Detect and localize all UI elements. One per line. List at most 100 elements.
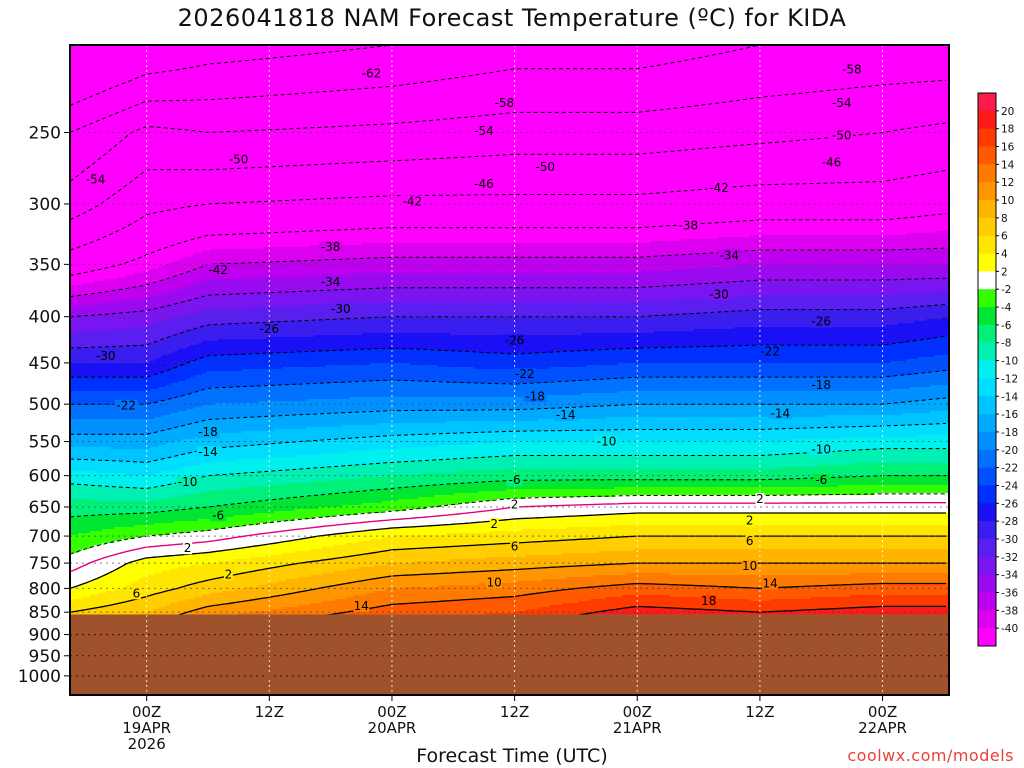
contour-label: -54 xyxy=(474,124,494,138)
y-tick-label: 600 xyxy=(29,467,61,487)
colorbar-swatch xyxy=(978,342,996,362)
colorbar-frame xyxy=(977,92,997,647)
y-tick-label: 800 xyxy=(29,579,61,599)
colorbar-label: 16 xyxy=(1001,142,1015,154)
contour-label: -30 xyxy=(331,302,351,316)
colorbar-swatch xyxy=(978,538,996,558)
x-tick-label: 21APR xyxy=(613,719,662,737)
contour-label: -26 xyxy=(260,322,280,336)
colorbar-label: -4 xyxy=(1001,302,1012,314)
colorbar-label: 8 xyxy=(1001,213,1008,225)
y-tick-label: 350 xyxy=(29,255,61,275)
x-tick-label: 12Z xyxy=(745,703,774,721)
colorbar-label: -18 xyxy=(1001,427,1018,439)
contour-line xyxy=(70,79,947,182)
y-tick-label: 450 xyxy=(29,354,61,374)
colorbar-swatch xyxy=(978,503,996,522)
contour-label: 2 xyxy=(184,541,192,555)
contour-line xyxy=(70,45,759,134)
x-tick-label: 00Z xyxy=(623,703,652,721)
contour-label: -6 xyxy=(509,473,521,487)
contour-label: -30 xyxy=(96,349,116,363)
contour-label: -42 xyxy=(709,181,729,195)
colorbar-label: -26 xyxy=(1001,498,1018,510)
contour-label: -14 xyxy=(556,408,576,422)
contour-label: -58 xyxy=(495,96,515,110)
contour-label: 6 xyxy=(133,586,141,600)
contour-label: 2 xyxy=(756,492,764,506)
colorbar-swatch xyxy=(978,628,996,647)
colorbar-swatch xyxy=(978,182,996,201)
colorbar-label: -22 xyxy=(1001,463,1018,475)
y-tick-label: 750 xyxy=(29,554,61,574)
contour-label: 2 xyxy=(225,567,233,581)
contour-line xyxy=(70,369,947,405)
colorbar-label: -32 xyxy=(1001,552,1018,564)
colorbar-swatch xyxy=(978,253,996,272)
colorbar-swatch xyxy=(978,592,996,611)
contour-label: -14 xyxy=(771,406,791,420)
contour-line xyxy=(70,535,946,613)
colorbar-swatch xyxy=(978,556,996,576)
x-tick-label: 22APR xyxy=(858,719,907,737)
colorbar-swatch xyxy=(978,414,996,433)
colorbar-swatch xyxy=(978,610,996,629)
x-tick-label: 00Z xyxy=(868,703,897,721)
contour-line xyxy=(70,335,947,378)
y-tick-label: 950 xyxy=(29,647,61,667)
colorbar-swatch xyxy=(978,574,996,593)
colorbar-label: 14 xyxy=(1001,159,1015,171)
contour-label: 2 xyxy=(511,498,519,512)
x-tick-label: 12Z xyxy=(255,703,284,721)
colorbar-swatch xyxy=(978,431,996,451)
contour-label: -50 xyxy=(535,160,555,174)
y-tick-label: 300 xyxy=(29,195,61,215)
colorbar-swatch xyxy=(978,521,996,540)
contour-label: -38 xyxy=(679,219,699,233)
colorbar-label: -8 xyxy=(1001,338,1011,350)
colorbar-label: -38 xyxy=(1001,605,1018,617)
contour-label: -18 xyxy=(811,378,831,392)
contour-label: -62 xyxy=(362,66,382,80)
colorbar-swatch xyxy=(978,378,996,397)
x-tick-label: 20APR xyxy=(368,719,417,737)
colorbar-swatch xyxy=(978,128,996,148)
y-tick-label: 650 xyxy=(29,498,61,518)
contour-label: -34 xyxy=(321,275,341,289)
x-tick-label: 12Z xyxy=(500,703,529,721)
colorbar-swatch xyxy=(978,485,996,504)
colorbar-swatch xyxy=(978,235,996,255)
contour-label: -18 xyxy=(525,389,545,403)
contour-label: -10 xyxy=(597,435,617,449)
contour-label: -38 xyxy=(321,240,341,254)
colorbar-label: 4 xyxy=(1001,249,1008,261)
y-tick-label: 250 xyxy=(29,123,61,143)
contour-label: -10 xyxy=(178,475,198,489)
contour-label: -34 xyxy=(719,248,739,262)
colorbar-swatch xyxy=(978,360,996,379)
contour-labels: -62-58-58-54-54-54-50-50-50-46-46-42-42-… xyxy=(84,63,864,613)
y-tick-label: 1000 xyxy=(18,667,61,687)
colorbar-label: -28 xyxy=(1001,516,1018,528)
contour-label: -42 xyxy=(208,263,228,277)
contour-label: -14 xyxy=(198,445,218,459)
y-tick-label: 500 xyxy=(29,395,61,415)
contour-label: -18 xyxy=(198,425,218,439)
contour-label: -54 xyxy=(832,96,852,110)
colorbar-swatch xyxy=(978,396,996,415)
colorbar-label: 6 xyxy=(1001,231,1008,243)
colorbar-swatch xyxy=(978,467,996,486)
x-axis-title: Forecast Time (UTC) xyxy=(416,745,608,767)
colorbar-label: -6 xyxy=(1001,320,1012,332)
y-tick-label: 700 xyxy=(29,527,61,547)
colorbar-swatch xyxy=(978,146,996,165)
colorbar-label: 10 xyxy=(1001,195,1014,207)
colorbar-label: -36 xyxy=(1001,587,1018,599)
plot-frame xyxy=(69,44,950,696)
contour-line xyxy=(70,213,947,276)
contour-line xyxy=(70,448,946,490)
y-tick-label: 550 xyxy=(29,433,61,453)
contour-line xyxy=(70,277,947,318)
